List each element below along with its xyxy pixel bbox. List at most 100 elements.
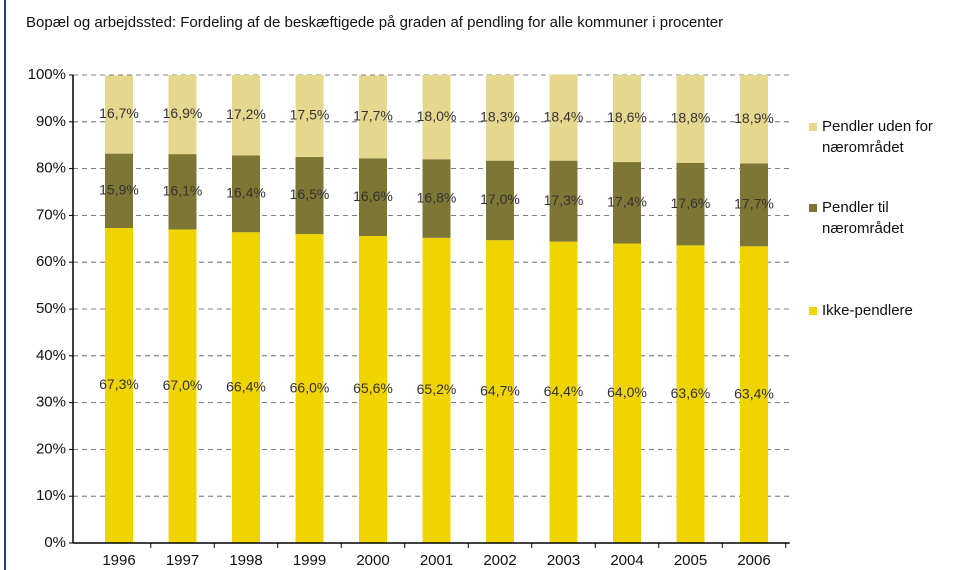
data-label: 64,4% [544, 383, 584, 399]
data-label: 18,6% [607, 109, 647, 125]
data-label: 18,0% [417, 108, 457, 124]
bar-segment [359, 235, 387, 543]
bar-segment [486, 160, 514, 241]
bar-segment [168, 229, 197, 543]
x-tick-label: 1997 [166, 552, 199, 569]
y-tick-label: 60% [36, 253, 66, 270]
legend-label: Pendler til nærområdet [822, 199, 904, 237]
x-tick-label: 2006 [737, 552, 770, 569]
bar-segment [549, 241, 578, 543]
x-tick-label: 2005 [674, 552, 707, 569]
bar-segment [613, 162, 641, 244]
data-label: 67,3% [99, 376, 139, 392]
legend-entry: Ikke-pendlere [822, 302, 913, 319]
data-label: 66,4% [226, 378, 266, 394]
bar-segment [168, 75, 197, 155]
data-label: 18,8% [671, 110, 711, 126]
data-label: 16,9% [163, 105, 203, 121]
bar-segment [676, 75, 705, 163]
data-label: 16,6% [353, 188, 393, 204]
y-tick-label: 50% [36, 300, 66, 317]
y-tick-label: 0% [44, 534, 66, 551]
legend-swatch [809, 307, 817, 315]
data-label: 16,5% [290, 186, 330, 202]
data-label: 17,4% [607, 193, 647, 209]
data-label: 17,3% [544, 192, 584, 208]
data-label: 65,2% [417, 381, 457, 397]
data-label: 64,0% [607, 384, 647, 400]
data-label: 16,4% [226, 185, 266, 201]
title-box: Bopæl og arbejdssted: Fordeling af de be… [26, 14, 724, 31]
data-label: 18,9% [734, 110, 774, 126]
y-tick-label: 90% [36, 113, 66, 130]
bar-segment [486, 240, 514, 544]
y-tick-label: 10% [36, 487, 66, 504]
data-label: 17,5% [290, 107, 330, 123]
data-label: 17,7% [353, 108, 393, 124]
data-label: 64,7% [480, 382, 520, 398]
bar-segment [105, 153, 133, 229]
legend-label: Ikke-pendlere [822, 302, 913, 319]
bar-segment [613, 243, 641, 544]
data-label: 17,6% [671, 195, 711, 211]
data-label: 18,3% [480, 109, 520, 125]
bar-segment [676, 162, 705, 246]
bar-segment [613, 75, 641, 163]
chart-title: Bopæl og arbejdssted: Fordeling af de be… [26, 14, 724, 31]
bar-segment [232, 75, 260, 156]
data-label: 16,1% [163, 182, 203, 198]
bar-segment [740, 163, 768, 247]
data-label: 67,0% [163, 377, 203, 393]
bar-segment [105, 228, 133, 543]
x-tick-label: 1996 [102, 552, 135, 569]
legend-entry: Pendler uden for nærområdet [822, 118, 933, 156]
data-label: 17,0% [480, 191, 520, 207]
bar-segment [105, 75, 133, 154]
x-tick-label: 1999 [293, 552, 326, 569]
legend-swatch [809, 123, 817, 131]
data-label: 63,4% [734, 385, 774, 401]
bar-segment [359, 158, 387, 236]
bar-segment [232, 232, 260, 544]
data-label: 17,2% [226, 106, 266, 122]
y-tick-label: 100% [28, 66, 66, 83]
y-tick-label: 70% [36, 206, 66, 223]
bar-segment [295, 234, 324, 543]
bar-segment [295, 75, 324, 157]
bar-segment [422, 75, 451, 160]
bar-segment [549, 74, 578, 161]
y-tick-label: 20% [36, 440, 66, 457]
bar-segment [359, 75, 387, 159]
data-label: 16,8% [417, 189, 457, 205]
bar-segment [676, 245, 705, 544]
data-label: 66,0% [290, 379, 330, 395]
y-tick-label: 80% [36, 160, 66, 177]
bar-segment [422, 237, 451, 543]
legend-entry: Pendler til nærområdet [822, 199, 904, 237]
data-label: 15,9% [99, 182, 139, 198]
x-tick-label: 1998 [229, 552, 262, 569]
bar-segment [486, 75, 514, 161]
data-label: 65,6% [353, 380, 393, 396]
data-label: 18,4% [544, 108, 584, 124]
y-tick-label: 30% [36, 394, 66, 411]
bar-segment [295, 156, 324, 235]
y-tick-label: 40% [36, 347, 66, 364]
bar-segment [422, 159, 451, 238]
x-tick-label: 2000 [356, 552, 389, 569]
legend-label: Pendler uden for nærområdet [822, 118, 933, 156]
data-label: 16,7% [99, 105, 139, 121]
legend-swatch [809, 204, 817, 212]
x-tick-label: 2003 [547, 552, 580, 569]
bar-segment [740, 75, 768, 164]
data-label: 17,7% [734, 196, 774, 212]
bar-segment [549, 160, 578, 242]
bar-segment [232, 155, 260, 233]
x-tick-label: 2004 [610, 552, 643, 569]
bar-segment [740, 246, 768, 543]
x-tick-label: 2001 [420, 552, 453, 569]
bar-segment [168, 154, 197, 230]
x-tick-label: 2002 [483, 552, 516, 569]
data-label: 63,6% [671, 385, 711, 401]
